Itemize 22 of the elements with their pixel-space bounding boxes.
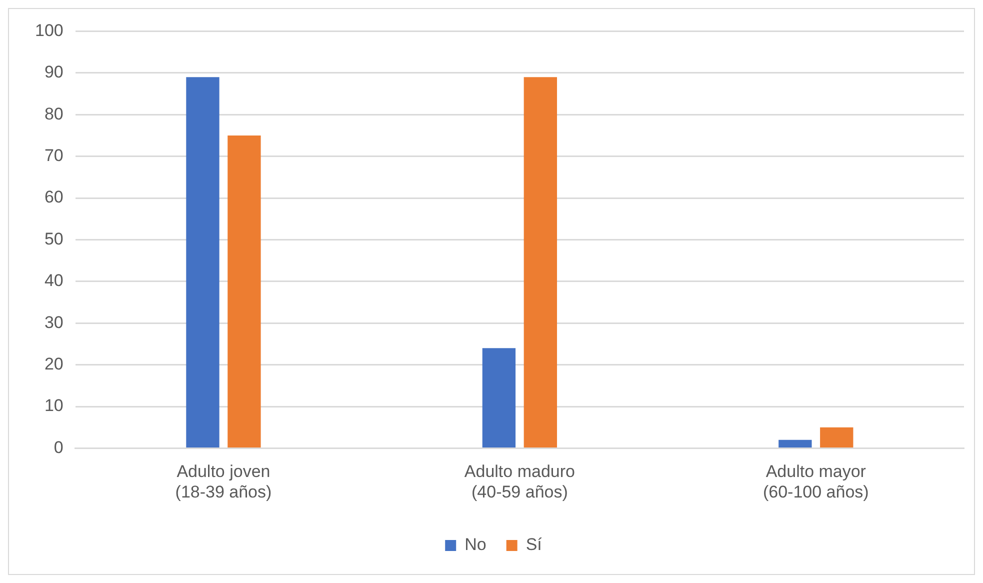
y-tick-label: 10 [44,396,64,416]
bar [228,135,261,448]
y-tick-label: 20 [44,354,64,374]
legend-label: No [464,535,486,554]
x-tick-label: Adulto maduro (40-59 años) [464,462,575,502]
y-tick-label: 100 [34,20,64,40]
bar [524,77,558,448]
x-tick-label: Adulto mayor (60-100 años) [762,462,869,502]
bar [778,440,812,448]
y-tick-label: 30 [44,312,64,332]
y-tick-label: 90 [44,62,64,82]
y-tick-label: 60 [44,188,64,207]
y-tick-label: 50 [44,229,64,248]
y-tick-label: 70 [44,146,64,165]
y-tick-label: 0 [54,438,64,457]
legend-label: Sí [526,535,542,554]
y-tick-label: 80 [44,104,64,124]
bar [186,77,220,448]
bar [820,427,854,448]
bar [482,348,516,448]
x-tick-label: Adulto joven (18-39 años) [175,462,272,502]
y-tick-label: 40 [44,271,64,290]
